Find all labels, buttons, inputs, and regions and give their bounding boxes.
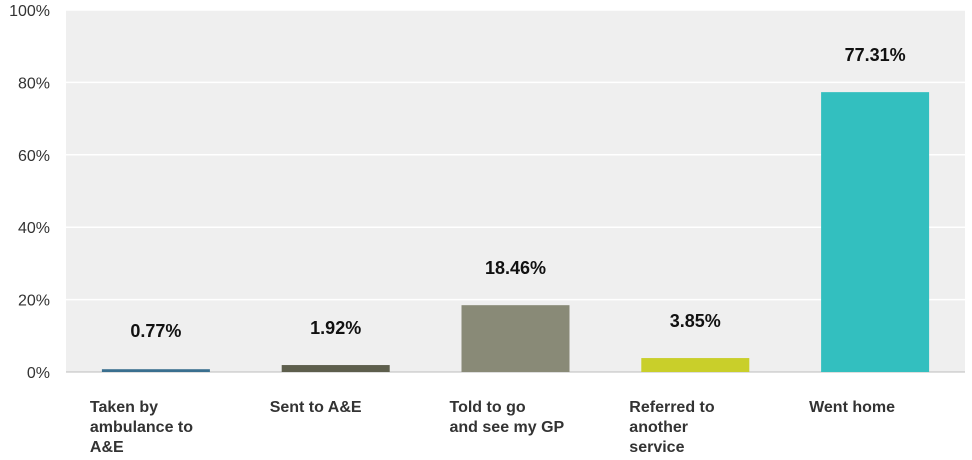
y-tick-label: 100%: [9, 3, 50, 20]
bars: [101, 92, 930, 372]
y-tick-label: 40%: [18, 220, 50, 237]
x-category-label: Sent to A&E: [270, 399, 362, 416]
y-tick-label: 0%: [27, 365, 50, 382]
y-tick-label: 60%: [18, 148, 50, 165]
x-category-label: Taken by ambulance to A&E: [90, 399, 193, 456]
y-tick-label: 80%: [18, 75, 50, 92]
data-label: 1.92%: [310, 318, 361, 338]
bar: [821, 92, 930, 372]
y-axis: 0% 20% 40% 60% 80% 100%: [9, 3, 965, 382]
x-category-label: Told to go and see my GP: [450, 399, 565, 436]
x-axis: Taken by ambulance to A&E Sent to A&E Told t…: [90, 399, 895, 456]
data-label: 77.31%: [845, 45, 906, 65]
bar: [461, 305, 570, 372]
gridlines: [66, 9, 965, 301]
data-label: 18.46%: [485, 258, 546, 278]
data-label: 0.77%: [130, 321, 181, 341]
x-category-label: Went home: [809, 399, 895, 416]
bar: [281, 365, 390, 372]
bar: [101, 369, 210, 372]
x-category-label: Referred to another service: [629, 399, 715, 456]
data-labels: 0.77% 1.92% 18.46% 3.85% 77.31%: [130, 45, 905, 341]
data-label: 3.85%: [670, 311, 721, 331]
bar: [641, 358, 750, 372]
y-tick-label: 20%: [18, 293, 50, 310]
